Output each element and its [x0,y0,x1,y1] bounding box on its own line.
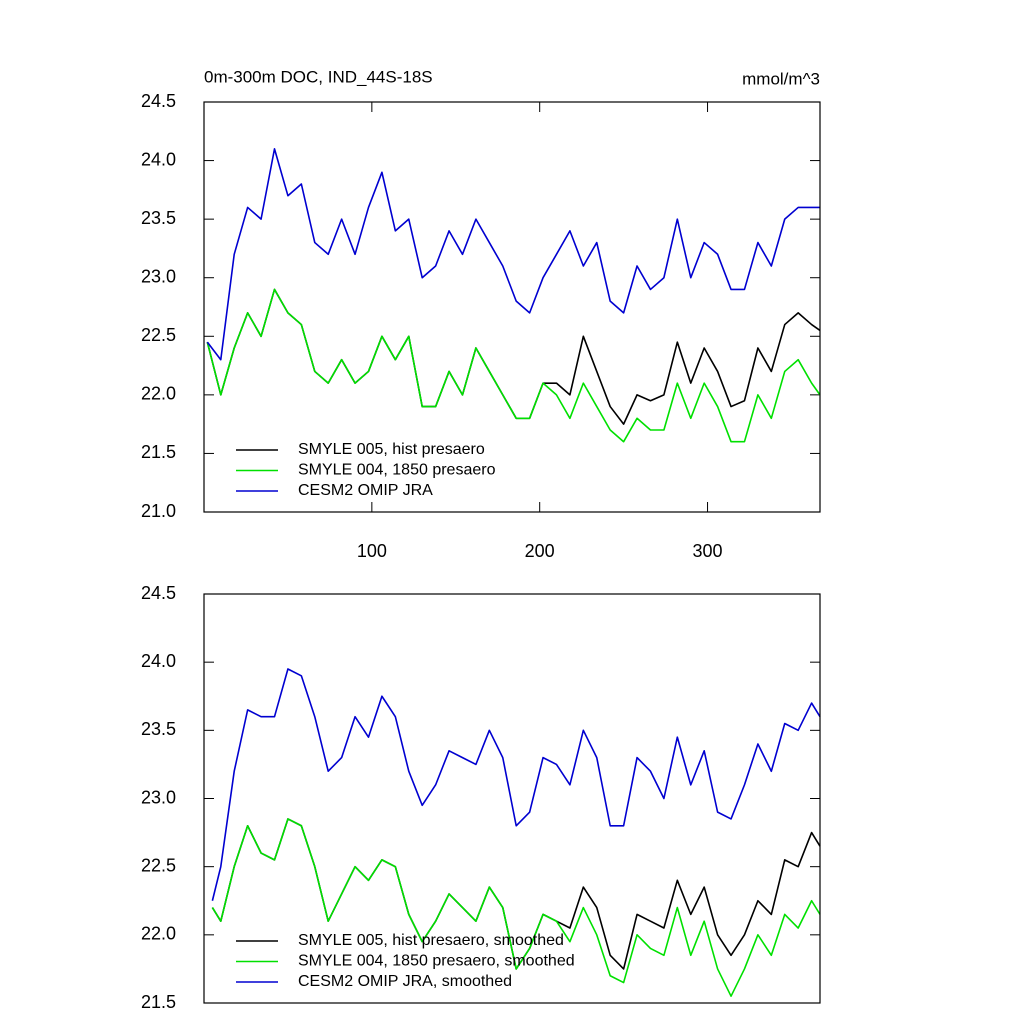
y-tick-label: 23.0 [141,266,176,286]
y-tick-label: 23.0 [141,787,176,807]
legend-label: CESM2 OMIP JRA [298,482,433,499]
x-tick-label: 100 [357,541,387,561]
y-tick-label: 23.5 [141,719,176,739]
data-line [206,148,820,361]
y-tick-label: 24.5 [141,583,176,603]
y-tick-label: 22.0 [141,384,176,404]
x-tick-label: 300 [693,541,723,561]
legend-label: CESM2 OMIP JRA, smoothed [298,973,512,990]
y-tick-label: 24.0 [141,651,176,671]
data-line [206,288,821,443]
y-tick-label: 22.0 [141,924,176,944]
y-tick-label: 21.0 [141,501,176,521]
data-line [206,288,821,425]
legend-label: SMYLE 004, 1850 presaero, smoothed [298,953,575,970]
legend-label: SMYLE 005, hist presaero [298,441,485,458]
legend-label: SMYLE 005, hist presaero, smoothed [298,932,564,949]
x-tick-label: 200 [525,541,555,561]
plot-frame [203,593,821,1004]
y-tick-label: 22.5 [141,325,176,345]
data-line [211,818,821,997]
y-tick-label: 23.5 [141,208,176,228]
legend-label: SMYLE 004, 1850 presaero [298,462,496,479]
y-tick-label: 24.5 [141,91,176,111]
plot-frame [203,101,821,513]
y-tick-label: 21.5 [141,442,176,462]
y-tick-label: 21.5 [141,992,176,1012]
y-tick-label: 22.5 [141,855,176,875]
chart-units: mmol/m^3 [742,69,820,88]
data-line [211,668,821,901]
chart-title: 0m-300m DOC, IND_44S-18S [204,67,433,86]
y-tick-label: 24.0 [141,149,176,169]
